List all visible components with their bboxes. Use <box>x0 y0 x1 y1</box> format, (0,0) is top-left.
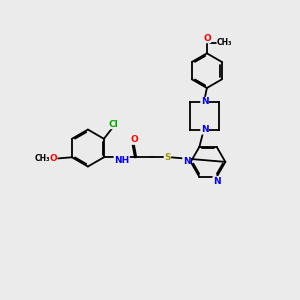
Text: N: N <box>201 97 208 106</box>
Text: N: N <box>213 177 220 186</box>
Text: N: N <box>201 125 208 134</box>
Text: O: O <box>203 34 211 43</box>
Text: CH₃: CH₃ <box>217 38 233 47</box>
Text: O: O <box>130 135 138 144</box>
Text: Cl: Cl <box>108 120 118 129</box>
Text: CH₃: CH₃ <box>34 154 50 163</box>
Text: NH: NH <box>114 155 129 164</box>
Text: N: N <box>183 158 190 166</box>
Text: S: S <box>164 153 171 162</box>
Text: O: O <box>49 154 57 163</box>
